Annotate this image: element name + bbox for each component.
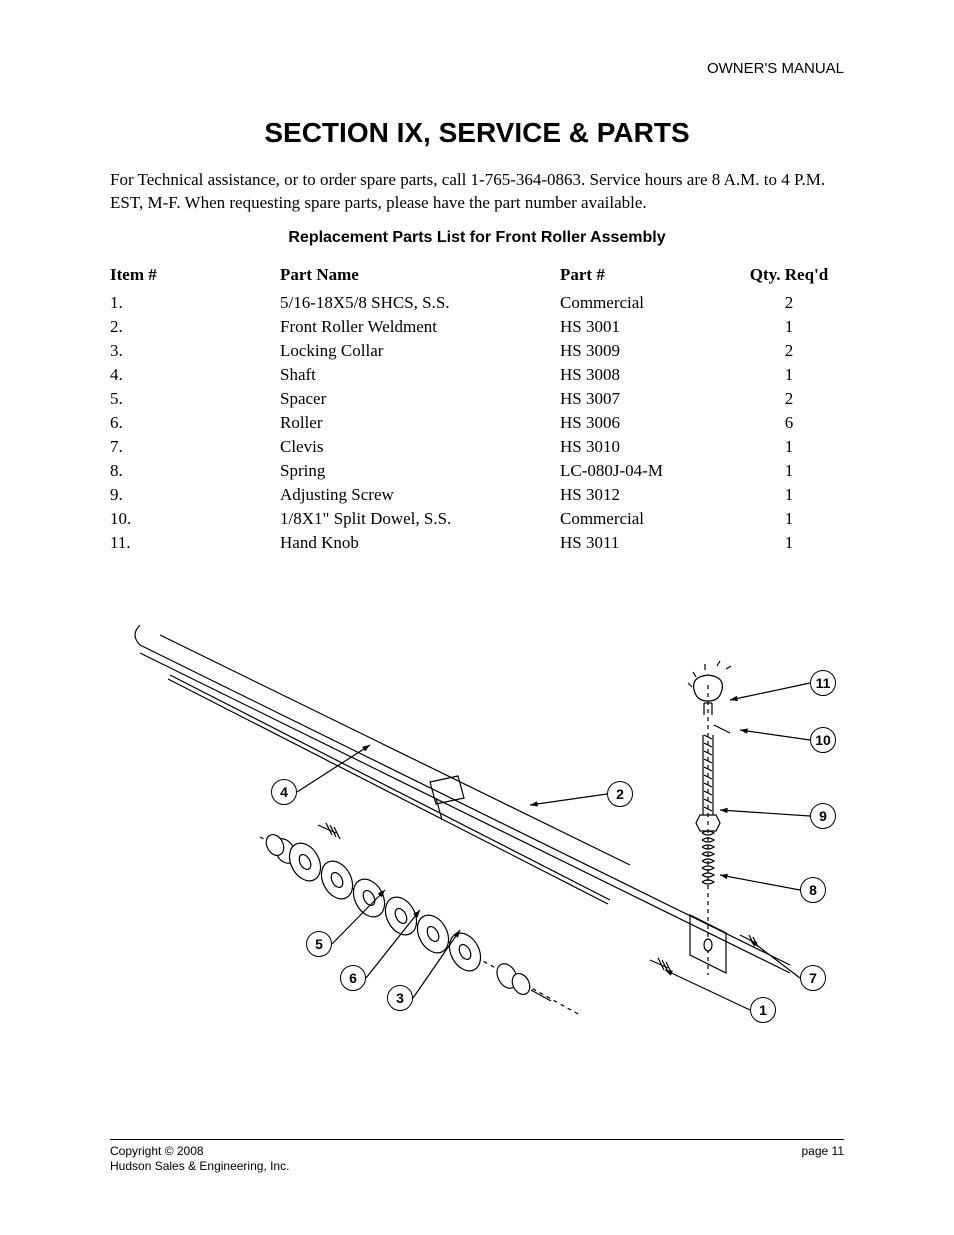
cell-qty: 1 (734, 507, 844, 531)
cell-qty: 1 (734, 363, 844, 387)
cell-qty: 1 (734, 531, 844, 555)
cell-name: Clevis (280, 435, 560, 459)
cell-qty: 1 (734, 483, 844, 507)
diagram-callout-9: 9 (810, 803, 836, 829)
table-header-row: Item # Part Name Part # Qty. Req'd (110, 265, 844, 291)
cell-item: 10. (110, 507, 280, 531)
cell-part: HS 3006 (560, 411, 734, 435)
intro-paragraph: For Technical assistance, or to order sp… (110, 169, 844, 215)
parts-table: Item # Part Name Part # Qty. Req'd 1.5/1… (110, 265, 844, 555)
footer-company: Hudson Sales & Engineering, Inc. (110, 1159, 289, 1175)
table-row: 4.ShaftHS 30081 (110, 363, 844, 387)
cell-part: HS 3001 (560, 315, 734, 339)
diagram-callout-7: 7 (800, 965, 826, 991)
cell-qty: 1 (734, 315, 844, 339)
footer-page-number: page 11 (802, 1144, 845, 1175)
cell-item: 5. (110, 387, 280, 411)
diagram-callout-2: 2 (607, 781, 633, 807)
doc-type-label: OWNER'S MANUAL (110, 60, 844, 77)
table-row: 11.Hand KnobHS 30111 (110, 531, 844, 555)
cell-name: Adjusting Screw (280, 483, 560, 507)
cell-qty: 2 (734, 339, 844, 363)
diagram-callout-8: 8 (800, 877, 826, 903)
diagram-callout-10: 10 (810, 727, 836, 753)
cell-name: Spring (280, 459, 560, 483)
cell-item: 4. (110, 363, 280, 387)
table-row: 10.1/8X1" Split Dowel, S.S.Commercial1 (110, 507, 844, 531)
cell-part: HS 3009 (560, 339, 734, 363)
cell-part: Commercial (560, 291, 734, 315)
cell-item: 7. (110, 435, 280, 459)
diagram-callout-1: 1 (750, 997, 776, 1023)
cell-name: 1/8X1" Split Dowel, S.S. (280, 507, 560, 531)
cell-qty: 2 (734, 291, 844, 315)
table-row: 6.RollerHS 30066 (110, 411, 844, 435)
col-part-header: Part # (560, 265, 734, 291)
table-row: 5.SpacerHS 30072 (110, 387, 844, 411)
exploded-diagram: 4 2 563 17 8 9 10 11 (110, 615, 844, 1045)
cell-item: 8. (110, 459, 280, 483)
cell-name: 5/16-18X5/8 SHCS, S.S. (280, 291, 560, 315)
cell-qty: 6 (734, 411, 844, 435)
cell-part: LC-080J-04-M (560, 459, 734, 483)
table-row: 8.SpringLC-080J-04-M1 (110, 459, 844, 483)
col-item-header: Item # (110, 265, 280, 291)
cell-item: 11. (110, 531, 280, 555)
cell-item: 2. (110, 315, 280, 339)
diagram-callout-5: 5 (306, 931, 332, 957)
footer-copyright: Copyright © 2008 (110, 1144, 289, 1160)
diagram-callout-11: 11 (810, 670, 836, 696)
cell-item: 9. (110, 483, 280, 507)
cell-part: HS 3007 (560, 387, 734, 411)
cell-name: Shaft (280, 363, 560, 387)
cell-part: HS 3011 (560, 531, 734, 555)
cell-name: Spacer (280, 387, 560, 411)
section-title: SECTION IX, SERVICE & PARTS (110, 117, 844, 149)
cell-name: Front Roller Weldment (280, 315, 560, 339)
cell-part: HS 3008 (560, 363, 734, 387)
col-name-header: Part Name (280, 265, 560, 291)
table-row: 2.Front Roller WeldmentHS 30011 (110, 315, 844, 339)
cell-part: Commercial (560, 507, 734, 531)
cell-item: 3. (110, 339, 280, 363)
cell-part: HS 3010 (560, 435, 734, 459)
cell-qty: 1 (734, 459, 844, 483)
col-qty-header: Qty. Req'd (734, 265, 844, 291)
diagram-callout-4: 4 (271, 779, 297, 805)
cell-qty: 1 (734, 435, 844, 459)
cell-item: 6. (110, 411, 280, 435)
cell-item: 1. (110, 291, 280, 315)
page-footer: Copyright © 2008 Hudson Sales & Engineer… (110, 1139, 844, 1175)
diagram-callout-3: 3 (387, 985, 413, 1011)
table-row: 7.ClevisHS 30101 (110, 435, 844, 459)
table-row: 1.5/16-18X5/8 SHCS, S.S.Commercial2 (110, 291, 844, 315)
cell-part: HS 3012 (560, 483, 734, 507)
diagram-callout-6: 6 (340, 965, 366, 991)
cell-name: Locking Collar (280, 339, 560, 363)
cell-qty: 2 (734, 387, 844, 411)
cell-name: Roller (280, 411, 560, 435)
parts-list-subheading: Replacement Parts List for Front Roller … (110, 229, 844, 247)
cell-name: Hand Knob (280, 531, 560, 555)
table-row: 9.Adjusting ScrewHS 30121 (110, 483, 844, 507)
table-row: 3.Locking CollarHS 30092 (110, 339, 844, 363)
